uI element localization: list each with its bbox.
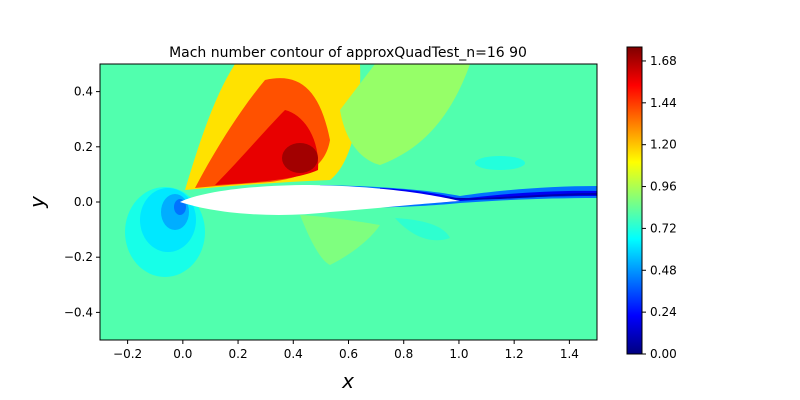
x-tick-label: 0.2 — [229, 347, 248, 361]
x-axis-label: x — [341, 369, 354, 393]
x-axis-ticks: −0.2 0.0 0.2 0.4 0.6 0.8 1.0 1.2 1.4 — [113, 340, 579, 361]
chart-title: Mach number contour of approxQuadTest_n=… — [169, 45, 527, 61]
y-axis-label: y — [25, 195, 49, 209]
contour-regions — [125, 64, 597, 277]
contour-region — [430, 193, 597, 200]
contour-region — [340, 64, 470, 165]
x-tick-label: −0.2 — [113, 347, 142, 361]
contour-region — [475, 156, 525, 170]
contour-region — [395, 218, 450, 241]
colorbar-tick-label: 0.96 — [650, 180, 677, 194]
y-axis-ticks: −0.4 −0.2 0.0 0.2 0.4 — [64, 85, 100, 319]
y-tick-label: 0.0 — [74, 195, 93, 209]
colorbar-tick-label: 0.72 — [650, 221, 677, 235]
x-tick-label: 0.4 — [284, 347, 303, 361]
colorbar-tick-label: 0.24 — [650, 305, 677, 319]
contour-region — [174, 199, 186, 215]
y-tick-label: −0.2 — [64, 250, 93, 264]
colorbar-tick-label: 1.44 — [650, 96, 677, 110]
colorbar-tick-label: 0.48 — [650, 263, 677, 277]
y-tick-label: 0.4 — [74, 85, 93, 99]
colorbar — [626, 46, 643, 355]
colorbar-tick-label: 0.00 — [650, 347, 677, 361]
plot-area — [100, 64, 597, 340]
contour-region — [300, 215, 380, 265]
x-tick-label: 0.6 — [339, 347, 358, 361]
airfoil — [180, 185, 460, 215]
y-tick-label: 0.2 — [74, 140, 93, 154]
colorbar-tick-label: 1.20 — [650, 138, 677, 152]
y-tick-label: −0.4 — [64, 305, 93, 319]
x-tick-label: 0.0 — [173, 347, 192, 361]
contour-region — [282, 143, 318, 173]
x-tick-label: 1.4 — [560, 347, 579, 361]
contour-region — [161, 194, 189, 230]
colorbar-ticks: 0.00 0.24 0.48 0.72 0.96 1.20 1.44 1.68 — [642, 54, 677, 361]
x-tick-label: 0.8 — [394, 347, 413, 361]
x-tick-label: 1.0 — [449, 347, 468, 361]
x-tick-label: 1.2 — [505, 347, 524, 361]
colorbar-tick-label: 1.68 — [650, 54, 677, 68]
